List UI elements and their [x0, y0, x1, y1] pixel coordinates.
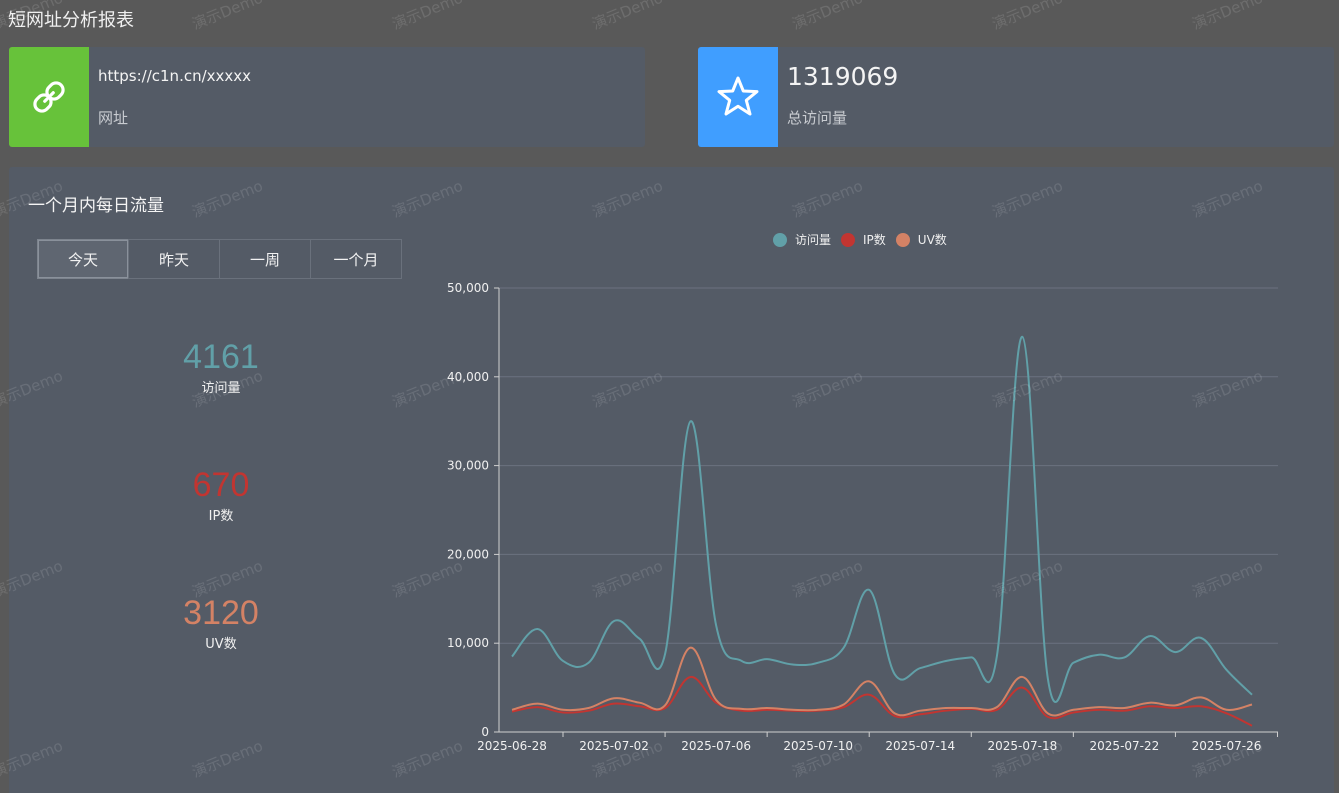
watermark-text: 演示Demo	[789, 0, 866, 34]
y-tick-label: 30,000	[447, 459, 489, 473]
series-line-访问量	[511, 335, 1253, 703]
url-card: https://c1n.cn/xxxxx 网址	[9, 47, 645, 147]
x-tick-label: 2025-07-06	[681, 739, 751, 753]
watermark-text: 演示Demo	[1189, 0, 1266, 34]
x-tick-label: 2025-07-22	[1090, 739, 1160, 753]
legend-label: IP数	[863, 233, 886, 247]
total-visits-card: 1319069 总访问量	[698, 47, 1334, 147]
legend-label: 访问量	[795, 233, 832, 247]
y-tick-label: 20,000	[447, 547, 489, 561]
visits-icon-box	[698, 47, 778, 147]
legend-dot	[895, 232, 910, 247]
y-tick-label: 0	[481, 725, 489, 739]
tab-yesterday[interactable]: 昨天	[128, 239, 220, 279]
x-tick-label: 2025-07-26	[1192, 739, 1262, 753]
daily-traffic-panel: 一个月内每日流量 今天 昨天 一周 一个月 4161 访问量 670 IP数 3…	[9, 167, 1334, 793]
url-value[interactable]: https://c1n.cn/xxxxx	[98, 67, 252, 85]
stat-uv-label: UV数	[205, 637, 237, 652]
stat-ip: 670 IP数	[121, 465, 321, 524]
legend-dot	[773, 232, 787, 247]
stat-visits-label: 访问量	[201, 381, 241, 396]
daily-traffic-chart: 0 10,000 20,000 30,000 40,000 50,000 2025-06-2…	[447, 281, 1278, 753]
period-tabs: 今天 昨天 一周 一个月	[37, 239, 402, 279]
total-visits-label: 总访问量	[787, 109, 848, 127]
x-tick-label: 2025-07-02	[579, 739, 649, 753]
y-tick-label: 40,000	[447, 370, 489, 384]
total-visits-value: 1319069	[787, 62, 899, 91]
legend-item-visits[interactable]: 访问量	[773, 231, 831, 248]
legend-label: UV数	[917, 233, 947, 247]
watermark-text: 演示Demo	[989, 0, 1066, 34]
tab-week[interactable]: 一周	[219, 239, 311, 279]
watermark-text: 演示Demo	[189, 0, 266, 34]
legend-dot	[841, 232, 856, 247]
link-icon	[33, 81, 65, 113]
page-title: 短网址分析报表	[8, 10, 134, 31]
x-tick-label: 2025-07-18	[987, 739, 1057, 753]
x-tick-label: 2025-07-14	[885, 739, 955, 753]
panel-title: 一个月内每日流量	[28, 196, 164, 216]
y-tick-label: 50,000	[447, 281, 489, 295]
stat-visits: 4161 访问量	[121, 337, 321, 396]
stat-visits-value: 4161	[183, 338, 259, 376]
url-label: 网址	[98, 109, 129, 127]
series-line-IP数	[511, 675, 1253, 727]
stat-ip-value: 670	[192, 466, 250, 504]
stat-uv: 3120 UV数	[121, 593, 321, 652]
x-tick-label: 2025-06-28	[477, 739, 547, 753]
legend-item-ip[interactable]: IP数	[841, 231, 886, 248]
star-icon	[717, 76, 759, 116]
x-tick-label: 2025-07-10	[783, 739, 853, 753]
url-icon-box	[9, 47, 89, 147]
stat-uv-value: 3120	[183, 594, 259, 632]
watermark-text: 演示Demo	[589, 0, 666, 34]
series-line-UV数	[511, 646, 1253, 717]
watermark-text: 演示Demo	[389, 0, 466, 34]
stat-ip-label: IP数	[208, 509, 234, 524]
tab-month[interactable]: 一个月	[310, 239, 402, 279]
chart-legend: 访问量 IP数 UV数	[773, 231, 957, 248]
y-tick-label: 10,000	[447, 636, 489, 650]
legend-item-uv[interactable]: UV数	[895, 231, 947, 248]
tab-today[interactable]: 今天	[37, 239, 129, 279]
